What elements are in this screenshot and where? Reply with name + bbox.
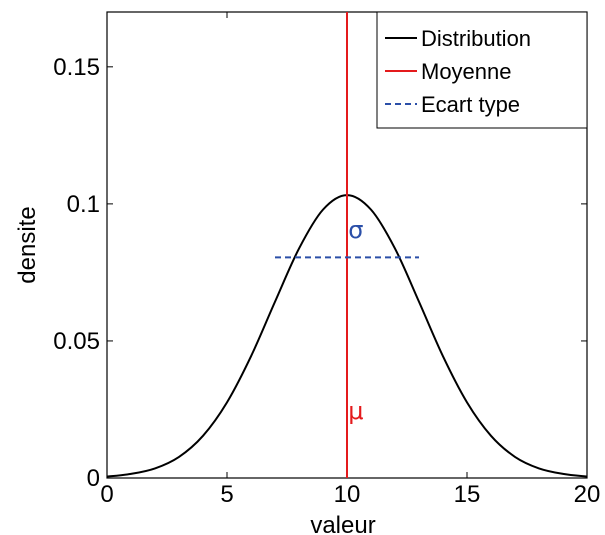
x-tick-label: 15 (454, 481, 481, 508)
y-tick-label: 0 (87, 465, 100, 492)
mu-annotation: μ (348, 397, 363, 425)
y-axis-label: densite (14, 206, 41, 283)
x-tick-label: 10 (334, 481, 361, 508)
x-axis-label: valeur (310, 512, 375, 535)
sigma-annotation: σ (348, 216, 363, 244)
series-group (107, 12, 587, 478)
y-tick-label: 0.15 (53, 54, 100, 81)
legend: Distribution Moyenne Ecart type (376, 11, 588, 129)
x-tick-label: 20 (574, 481, 601, 508)
legend-label: Moyenne (421, 59, 512, 84)
y-tick-label: 0.05 (53, 328, 100, 355)
y-tick-label: 0.1 (67, 191, 100, 218)
legend-label: Distribution (421, 26, 531, 51)
legend-label: Ecart type (421, 92, 520, 117)
x-tick-label: 5 (220, 481, 233, 508)
x-tick-label: 0 (100, 481, 113, 508)
